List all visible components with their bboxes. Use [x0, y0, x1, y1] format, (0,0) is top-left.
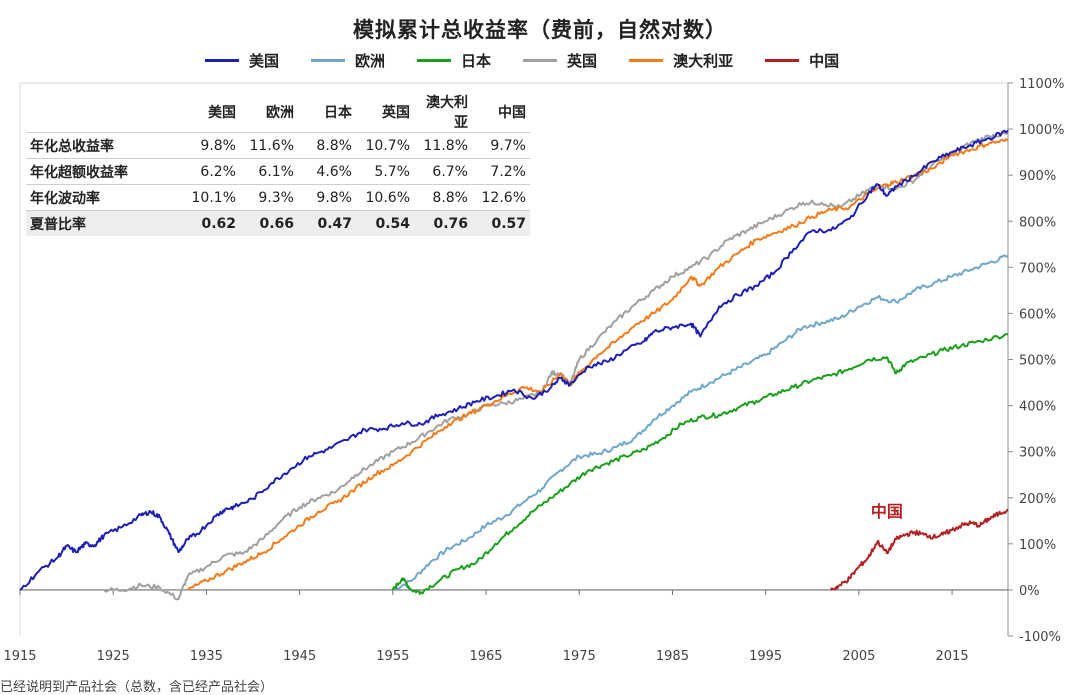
stats-cell: 0.62 — [182, 210, 240, 236]
stats-row-label: 夏普比率 — [26, 210, 182, 236]
x-tick-label: 1985 — [656, 649, 689, 664]
x-tick-label: 1935 — [190, 649, 223, 664]
stats-header-europe: 欧洲 — [266, 105, 294, 121]
stats-cell: 11.6% — [240, 132, 298, 159]
legend-swatch-australia — [629, 59, 664, 62]
legend-item-japan: 日本 — [417, 50, 491, 71]
stats-header-uk: 英国 — [382, 105, 410, 121]
stats-cell: 11.8% — [414, 132, 472, 159]
stats-row-label: 年化超额收益率 — [26, 158, 182, 185]
stats-cell: 5.7% — [356, 158, 414, 185]
legend-swatch-europe — [311, 59, 346, 62]
y-tick-label: 1000% — [1019, 123, 1064, 138]
x-tick-label: 2005 — [842, 649, 875, 664]
y-tick-label: 400% — [1019, 400, 1056, 415]
uk-line — [103, 131, 1009, 601]
australia-line — [187, 138, 1009, 591]
legend-label-europe: 欧洲 — [355, 52, 386, 70]
stats-cell: 0.54 — [356, 210, 414, 236]
y-tick-label: 600% — [1019, 307, 1056, 322]
y-tick-label: 200% — [1019, 492, 1056, 507]
legend-item-uk: 英国 — [523, 50, 597, 71]
x-tick-label: 1955 — [376, 649, 409, 664]
stats-header-china: 中国 — [498, 105, 526, 121]
legend-label-china: 中国 — [809, 52, 840, 70]
x-tick-label: 1915 — [3, 649, 36, 664]
legend-label-uk: 英国 — [567, 52, 598, 70]
china-annotation: 中国 — [871, 502, 903, 521]
us-line — [19, 129, 1009, 591]
y-tick-label: 300% — [1019, 446, 1056, 461]
stats-cell: 10.1% — [182, 184, 240, 211]
stats-cell: 10.7% — [356, 132, 414, 159]
stats-corner — [26, 92, 182, 133]
legend-item-china: 中国 — [765, 50, 839, 71]
stats-cell: 6.2% — [182, 158, 240, 185]
stats-row-excess-return: 年化超额收益率 6.2% 6.1% 4.6% 5.7% 6.7% 7.2% — [26, 158, 530, 185]
x-tick-label: 1995 — [749, 649, 782, 664]
stats-cell: 8.8% — [298, 132, 356, 159]
x-tick-label: 2015 — [936, 649, 969, 664]
x-tick-label: 1925 — [97, 649, 130, 664]
stats-cell: 9.8% — [182, 132, 240, 159]
europe-line — [392, 254, 1009, 591]
x-tick-label: 1975 — [563, 649, 596, 664]
stats-cell: 4.6% — [298, 158, 356, 185]
stats-cell: 0.47 — [298, 210, 356, 236]
chart-title: 模拟累计总收益率（费前，自然对数） — [353, 18, 727, 42]
stats-cell: 9.3% — [240, 184, 298, 211]
stats-cell: 9.7% — [472, 132, 530, 159]
stats-cell: 7.2% — [472, 158, 530, 185]
stats-row-label: 年化总收益率 — [26, 132, 182, 159]
y-tick-label: 0% — [1019, 584, 1040, 599]
stats-row-total-return: 年化总收益率 9.8% 11.6% 8.8% 10.7% 11.8% 9.7% — [26, 132, 530, 159]
y-tick-label: 500% — [1019, 354, 1056, 369]
stats-cell: 0.66 — [240, 210, 298, 236]
legend-label-japan: 日本 — [461, 52, 492, 70]
legend-label-australia: 澳大利亚 — [673, 52, 734, 70]
y-tick-label: 1100% — [1019, 77, 1064, 92]
stats-header-us: 美国 — [208, 105, 236, 121]
footnote: 已经说明到产品社会（总数，含已经产品社会） — [0, 680, 274, 695]
stats-cell: 8.8% — [414, 184, 472, 211]
stats-table: 美国 欧洲 日本 英国 澳大利亚 中国 年化总收益率 9.8% 11.6% 8.… — [26, 92, 530, 236]
legend-item-europe: 欧洲 — [311, 50, 385, 71]
stats-cell: 6.7% — [414, 158, 472, 185]
stats-cell: 0.57 — [472, 210, 530, 236]
y-tick-label: 700% — [1019, 261, 1056, 276]
legend: 美国 欧洲 日本 英国 澳大利亚 中国 — [205, 50, 871, 71]
stats-row-volatility: 年化波动率 10.1% 9.3% 9.8% 10.6% 8.8% 12.6% — [26, 184, 530, 211]
stats-row-label: 年化波动率 — [26, 184, 182, 211]
legend-item-us: 美国 — [205, 50, 279, 71]
x-tick-label: 1965 — [469, 649, 502, 664]
stats-header-australia: 澳大利亚 — [426, 95, 468, 131]
y-tick-label: 900% — [1019, 169, 1056, 184]
stats-cell: 0.76 — [414, 210, 472, 236]
y-tick-label: 100% — [1019, 538, 1056, 553]
stats-row-sharpe: 夏普比率 0.62 0.66 0.47 0.54 0.76 0.57 — [26, 210, 530, 236]
legend-swatch-uk — [523, 59, 558, 62]
stats-cell: 12.6% — [472, 184, 530, 211]
china-line — [830, 508, 1009, 591]
stats-header-japan: 日本 — [324, 105, 352, 121]
x-tick-label: 1945 — [283, 649, 316, 664]
legend-swatch-china — [765, 59, 800, 62]
stats-header-row: 美国 欧洲 日本 英国 澳大利亚 中国 — [26, 92, 530, 133]
stats-cell: 10.6% — [356, 184, 414, 211]
stats-cell: 9.8% — [298, 184, 356, 211]
y-tick-label: -100% — [1019, 630, 1061, 645]
legend-swatch-us — [205, 59, 239, 62]
japan-line — [391, 333, 1009, 595]
stats-cell: 6.1% — [240, 158, 298, 185]
y-tick-label: 800% — [1019, 215, 1056, 230]
legend-swatch-japan — [417, 59, 452, 62]
legend-label-us: 美国 — [249, 52, 280, 70]
legend-item-australia: 澳大利亚 — [629, 50, 733, 71]
